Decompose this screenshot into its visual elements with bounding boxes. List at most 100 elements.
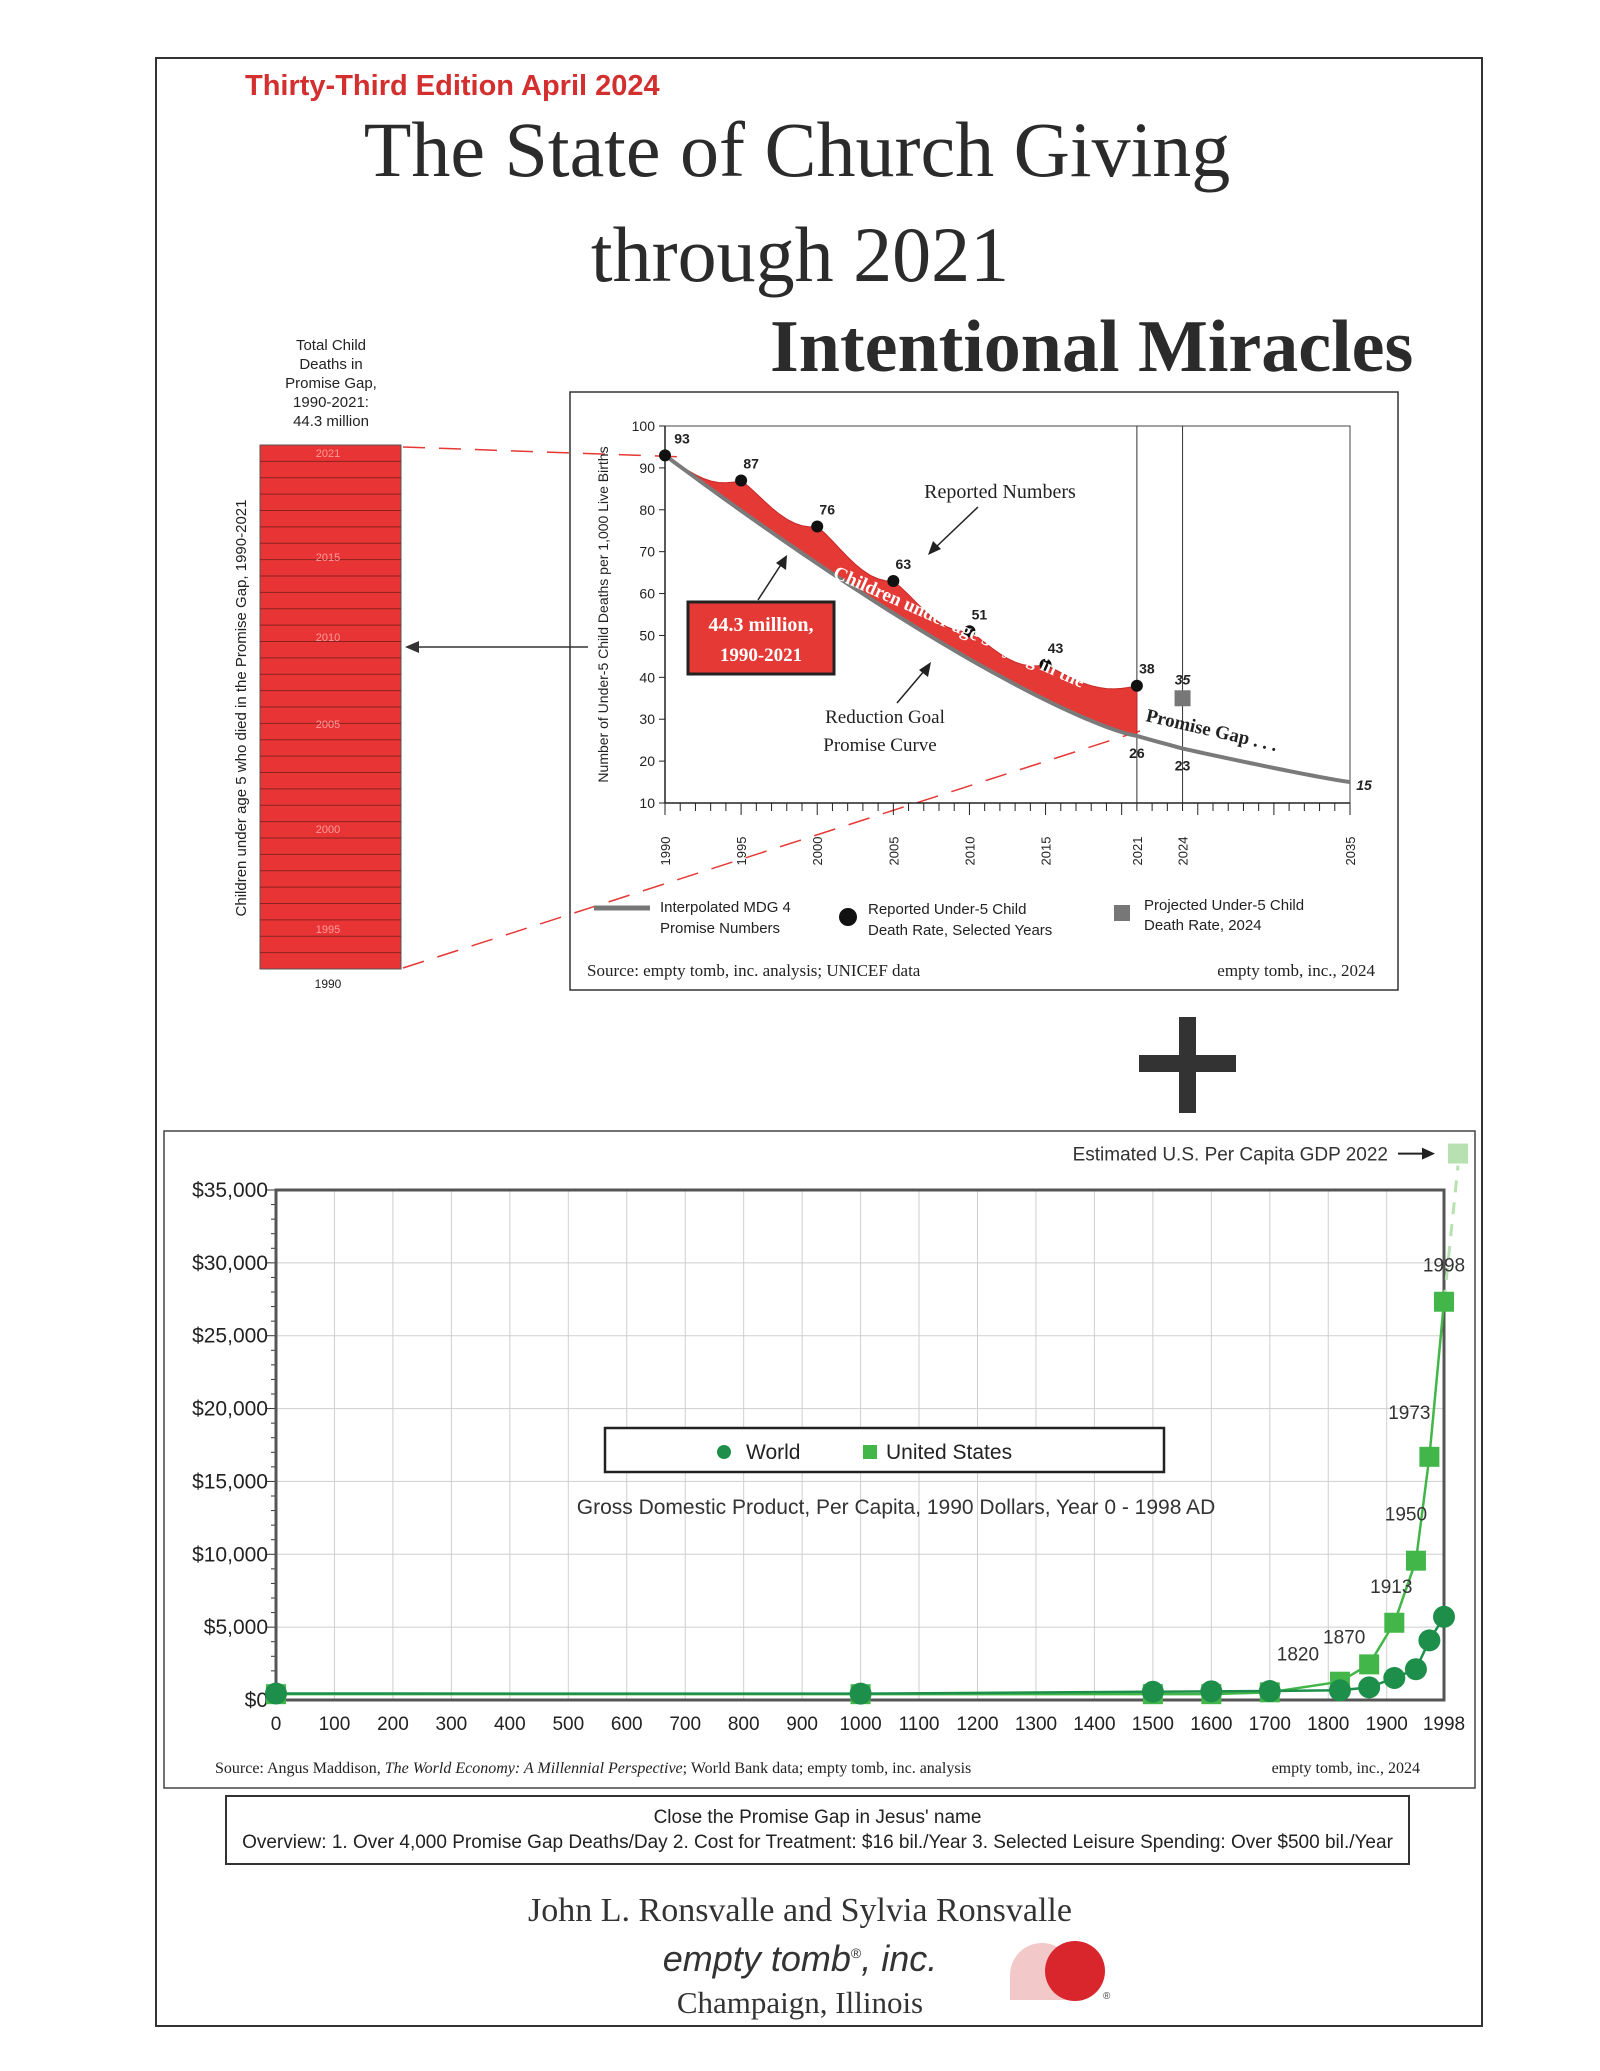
mortality-chart-panel <box>569 391 1399 991</box>
y-tick-label: $35,000 <box>192 1179 268 1202</box>
y-tick-label: 40 <box>639 669 655 685</box>
promise-gap-overview-box: Close the Promise Gap in Jesus' name Ove… <box>225 1795 1410 1865</box>
reported-point-label: 93 <box>674 430 690 446</box>
x-tick-label: 2035 <box>1343 837 1358 866</box>
x-tick-label: 2021 <box>1130 837 1145 866</box>
svg-text:®: ® <box>1103 1991 1111 2002</box>
bar-stack-lines <box>260 460 401 954</box>
bar-caption-line: 1990-2021: <box>293 394 369 411</box>
world-data-point <box>849 1682 872 1705</box>
gdp-2022-arrowhead <box>1422 1147 1435 1160</box>
legend-dot-swatch <box>839 908 857 926</box>
gdp-chart-source: Source: Angus Maddison, The World Econom… <box>215 1760 971 1777</box>
world-data-point <box>1383 1666 1406 1689</box>
legend-world-swatch <box>717 1445 731 1459</box>
gap-total-box <box>686 600 836 676</box>
authors: John L. Ronsvalle and Sylvia Ronsvalle <box>528 1892 1072 1929</box>
x-tick-label: 1800 <box>1307 1714 1349 1735</box>
promise-curve-label: 26 <box>1129 745 1145 761</box>
bar-caption-line: Total Child <box>296 337 366 354</box>
x-tick-label: 2024 <box>1176 837 1191 866</box>
reported-point <box>1130 679 1143 692</box>
gdp-legend-box <box>603 1426 1166 1474</box>
x-tick-label: 2000 <box>810 837 825 866</box>
us-year-label: 1998 <box>1423 1256 1465 1277</box>
goal-label: Promise Curve <box>823 735 936 756</box>
y-tick-label: $5,000 <box>204 1616 268 1639</box>
y-tick-label: 90 <box>639 460 655 476</box>
bar-year-label: 2010 <box>316 632 340 644</box>
chart-source: Source: empty tomb, inc. analysis; UNICE… <box>587 961 921 980</box>
world-data-point <box>1433 1605 1455 1628</box>
empty-tomb-logo: ® <box>1010 1941 1111 2002</box>
legend-label: Death Rate, Selected Years <box>868 922 1052 939</box>
bar-year-label: 2015 <box>316 552 340 564</box>
projected-point <box>1174 690 1191 707</box>
legend-label: Promise Numbers <box>660 920 780 937</box>
y-tick-label: 30 <box>639 711 655 727</box>
gap-total-line: 1990-2021 <box>720 645 802 666</box>
world-data-point <box>1258 1680 1281 1703</box>
pointer-arrowhead <box>405 641 419 653</box>
goal-arrowhead <box>919 662 931 677</box>
reported-point <box>887 574 900 587</box>
world-data-point <box>1404 1658 1427 1681</box>
reported-point-label: 43 <box>1048 640 1064 656</box>
legend-square-swatch <box>1114 905 1130 921</box>
us-data-point <box>1384 1612 1405 1633</box>
legend-us-swatch <box>863 1445 877 1459</box>
reported-arrowhead <box>928 541 941 555</box>
bar-caption-line: 44.3 million <box>293 413 369 430</box>
us-data-point <box>1359 1654 1380 1675</box>
y-tick-label: $10,000 <box>192 1543 268 1566</box>
bar-year-labels: 2021 2015 2010 2005 2000 1995 <box>316 448 340 936</box>
chart-credit: empty tomb, inc., 2024 <box>1217 961 1375 980</box>
bar-year-label: 2000 <box>316 824 340 836</box>
gdp-chart-panel <box>163 1130 1476 1789</box>
gdp-2022-label: Estimated U.S. Per Capita GDP 2022 <box>1073 1145 1388 1166</box>
x-tick-label: 400 <box>494 1714 526 1735</box>
promise-curve-label: 23 <box>1175 758 1191 774</box>
report-title-year: through 2021 <box>590 211 1010 298</box>
x-tick-label: 2010 <box>962 837 977 866</box>
bar-year-label: 2005 <box>316 719 340 731</box>
company-name: empty tomb®, inc. <box>662 1938 938 1979</box>
reported-point <box>735 474 748 487</box>
y-axis-label: Number of Under-5 Child Deaths per 1,000… <box>595 446 611 782</box>
reported-numbers-label: Reported Numbers <box>924 481 1076 503</box>
promise-curve-line <box>663 453 1351 785</box>
report-title: The State of Church Giving <box>363 106 1231 193</box>
legend-label: Reported Under-5 Child <box>868 901 1026 918</box>
y-tick-label: 60 <box>639 586 655 602</box>
x-tick-label: 1990 <box>658 837 673 866</box>
y-tick-label: 20 <box>639 753 655 769</box>
gdp-2022-extension <box>1442 1165 1460 1302</box>
y-tick-label: $30,000 <box>192 1252 268 1275</box>
x-tick-label: 2005 <box>886 837 901 866</box>
gap-arrow <box>757 562 783 601</box>
x-tick-label: 1400 <box>1073 1714 1115 1735</box>
reported-point-label: 87 <box>743 455 759 471</box>
legend-label: Death Rate, 2024 <box>1144 917 1262 934</box>
legend-label: Interpolated MDG 4 <box>660 899 791 916</box>
x-tick-label: 1700 <box>1249 1714 1291 1735</box>
overview-heading: Close the Promise Gap in Jesus' name <box>653 1807 982 1828</box>
reported-arrow <box>934 506 979 549</box>
us-year-label: 1870 <box>1323 1627 1365 1648</box>
bar-bottom-label: 1990 <box>315 977 342 991</box>
x-tick-label: 1200 <box>956 1714 998 1735</box>
y-tick-label: 80 <box>639 502 655 518</box>
world-data-point <box>1418 1629 1441 1652</box>
company-city: Champaign, Illinois <box>676 1985 924 2020</box>
promise-gap-label: Promise Gap . . . <box>1144 705 1280 756</box>
y-tick-label: $20,000 <box>192 1398 268 1421</box>
world-data-point <box>1328 1679 1351 1702</box>
x-tick-label: 200 <box>377 1714 409 1735</box>
x-tick-label: 800 <box>728 1714 760 1735</box>
legend-label: Projected Under-5 Child <box>1144 897 1304 914</box>
bar-year-label: 2021 <box>316 448 340 460</box>
us-data-point <box>1434 1291 1454 1312</box>
plus-icon <box>1139 1017 1236 1113</box>
y-tick-label: 100 <box>632 418 656 434</box>
promise-curve-label: 15 <box>1356 777 1372 793</box>
